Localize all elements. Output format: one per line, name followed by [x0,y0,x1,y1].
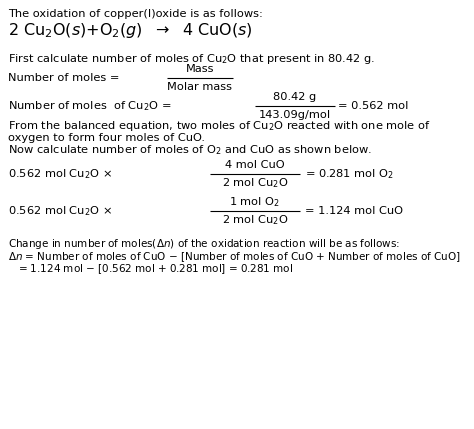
Text: oxygen to form four moles of CuO.: oxygen to form four moles of CuO. [8,133,205,143]
Text: Number of moles  of Cu$_2$O =: Number of moles of Cu$_2$O = [8,99,171,113]
Text: 143.09g/mol: 143.09g/mol [259,110,331,120]
Text: Change in number of moles($\Delta n$) of the oxidation reaction will be as follo: Change in number of moles($\Delta n$) of… [8,237,400,251]
Text: $\Delta n$ = Number of moles of CuO $-$ [Number of moles of CuO + Number of mole: $\Delta n$ = Number of moles of CuO $-$ … [8,250,461,264]
Text: Mass: Mass [186,64,214,74]
Text: 2 mol Cu$_2$O: 2 mol Cu$_2$O [222,213,288,227]
Text: 1 mol O$_2$: 1 mol O$_2$ [229,195,281,209]
Text: First calculate number of moles of Cu$_2$O that present in 80.42 g.: First calculate number of moles of Cu$_2… [8,52,375,66]
Text: Now calculate number of moles of O$_2$ and CuO as shown below.: Now calculate number of moles of O$_2$ a… [8,143,372,157]
Text: = 1.124 mol $-$ [0.562 mol + 0.281 mol] = 0.281 mol: = 1.124 mol $-$ [0.562 mol + 0.281 mol] … [18,262,293,276]
Text: 4 mol CuO: 4 mol CuO [225,160,285,170]
Text: 80.42 g: 80.42 g [273,92,317,102]
Text: Molar mass: Molar mass [167,82,233,92]
Text: = 0.281 mol O$_2$: = 0.281 mol O$_2$ [305,167,394,181]
Text: 0.562 mol Cu$_2$O $\times$: 0.562 mol Cu$_2$O $\times$ [8,167,112,181]
Text: = 1.124 mol CuO: = 1.124 mol CuO [305,206,403,216]
Text: From the balanced equation, two moles of Cu$_2$O reacted with one mole of: From the balanced equation, two moles of… [8,119,431,133]
Text: The oxidation of copper(I)oxide is as follows:: The oxidation of copper(I)oxide is as fo… [8,9,263,19]
Text: 2 Cu$_2$O($s$)+O$_2$($g$)  $\rightarrow$  4 CuO($s$): 2 Cu$_2$O($s$)+O$_2$($g$) $\rightarrow$ … [8,21,253,39]
Text: 0.562 mol Cu$_2$O $\times$: 0.562 mol Cu$_2$O $\times$ [8,204,112,218]
Text: 2 mol Cu$_2$O: 2 mol Cu$_2$O [222,176,288,190]
Text: = 0.562 mol: = 0.562 mol [338,101,409,111]
Text: Number of moles =: Number of moles = [8,73,119,83]
